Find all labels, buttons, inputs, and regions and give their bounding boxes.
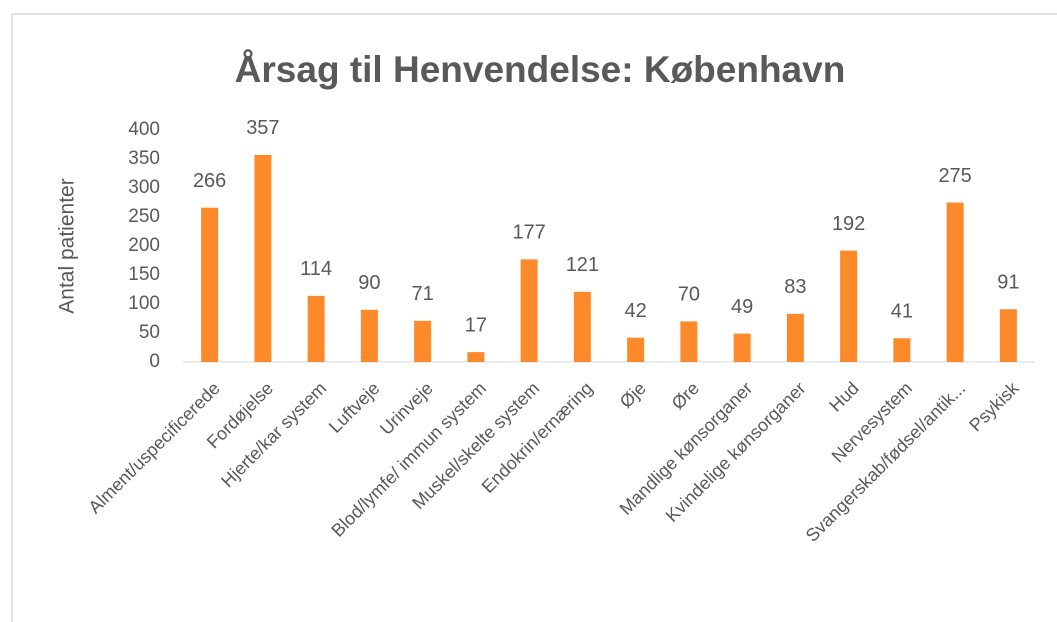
bar [414,320,432,362]
bar [254,154,272,362]
bar [307,295,325,362]
bar [627,337,645,362]
bar [520,259,538,362]
data-label: 83 [784,276,806,298]
bar [840,250,858,362]
y-tick-label: 350 [128,148,160,169]
bar [360,309,378,362]
y-tick-label: 200 [128,235,160,256]
data-label: 70 [678,284,700,306]
data-label: 90 [358,272,380,294]
y-tick-label: 300 [128,177,160,198]
data-label: 91 [997,272,1019,294]
data-label: 114 [300,258,332,280]
data-label: 177 [512,222,545,244]
data-label: 275 [938,165,971,187]
data-label: 121 [566,254,599,276]
data-label: 41 [891,301,913,323]
data-label: 42 [625,300,647,322]
data-label: 357 [246,117,279,139]
y-tick-label: 100 [128,293,160,314]
bar [786,313,804,362]
bar [893,338,911,362]
y-tick-label: 250 [128,206,160,227]
data-label: 266 [193,170,226,192]
y-tick-label: 150 [128,264,160,285]
y-tick-label: 0 [149,351,160,372]
data-label: 71 [412,283,434,305]
y-tick-label: 50 [139,322,160,343]
y-axis-label: Antal patienter [56,178,79,313]
bar [733,333,751,362]
chart-title: Årsag til Henvendelse: København [235,49,846,90]
data-label: 49 [731,296,753,318]
data-label: 192 [832,213,865,235]
bar [573,291,591,362]
bar [201,207,219,362]
bar [680,321,698,362]
bar [467,352,485,362]
bar [999,309,1017,362]
y-tick-label: 400 [128,119,160,140]
data-label: 17 [465,314,487,336]
bar [946,202,964,362]
